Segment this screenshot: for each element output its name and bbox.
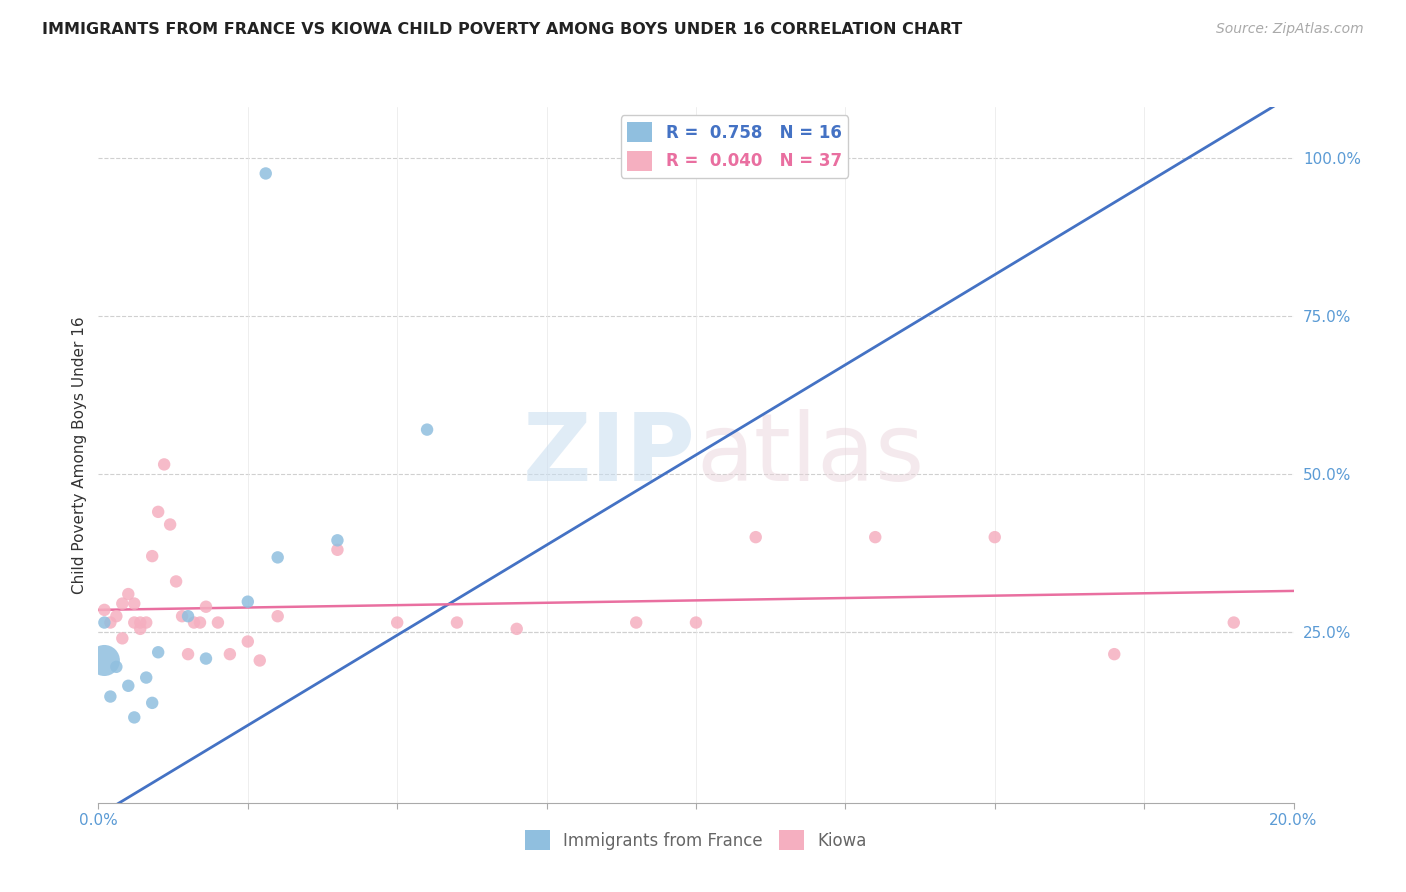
Point xyxy=(111,597,134,611)
Point xyxy=(148,645,170,659)
Point xyxy=(745,530,768,544)
Point xyxy=(385,615,409,630)
Point xyxy=(506,622,529,636)
Point xyxy=(416,423,439,437)
Point xyxy=(177,647,200,661)
Text: IMMIGRANTS FROM FRANCE VS KIOWA CHILD POVERTY AMONG BOYS UNDER 16 CORRELATION CH: IMMIGRANTS FROM FRANCE VS KIOWA CHILD PO… xyxy=(42,22,963,37)
Point xyxy=(148,505,170,519)
Point xyxy=(135,615,157,630)
Point xyxy=(249,653,271,667)
Point xyxy=(124,597,146,611)
Point xyxy=(105,609,128,624)
Point xyxy=(685,615,707,630)
Point xyxy=(117,679,139,693)
Point xyxy=(984,530,1007,544)
Point xyxy=(100,615,122,630)
Point xyxy=(129,622,152,636)
Text: Source: ZipAtlas.com: Source: ZipAtlas.com xyxy=(1216,22,1364,37)
Point xyxy=(111,632,134,646)
Point xyxy=(183,615,205,630)
Text: atlas: atlas xyxy=(696,409,924,501)
Point xyxy=(195,599,218,614)
Point xyxy=(219,647,242,661)
Point xyxy=(153,458,176,472)
Point xyxy=(236,595,259,609)
Point xyxy=(93,603,115,617)
Point xyxy=(159,517,181,532)
Point xyxy=(93,615,115,630)
Point xyxy=(135,671,157,685)
Point xyxy=(326,542,349,557)
Point xyxy=(207,615,229,630)
Point xyxy=(124,615,146,630)
Legend: Immigrants from France, Kiowa: Immigrants from France, Kiowa xyxy=(519,823,873,857)
Point xyxy=(1223,615,1246,630)
Y-axis label: Child Poverty Among Boys Under 16: Child Poverty Among Boys Under 16 xyxy=(72,316,87,594)
Point xyxy=(105,660,128,674)
Point xyxy=(172,609,194,624)
Point xyxy=(1104,647,1126,661)
Point xyxy=(124,710,146,724)
Text: ZIP: ZIP xyxy=(523,409,696,501)
Point xyxy=(195,651,218,665)
Point xyxy=(141,549,163,563)
Point xyxy=(165,574,187,589)
Point xyxy=(129,615,152,630)
Point xyxy=(254,166,277,180)
Point xyxy=(188,615,211,630)
Point xyxy=(865,530,887,544)
Point xyxy=(177,609,200,624)
Point xyxy=(100,690,122,704)
Point xyxy=(446,615,468,630)
Point xyxy=(93,653,115,667)
Point xyxy=(326,533,349,548)
Point xyxy=(236,634,259,648)
Point xyxy=(267,609,290,624)
Point xyxy=(267,550,290,565)
Point xyxy=(626,615,648,630)
Point xyxy=(141,696,163,710)
Point xyxy=(117,587,139,601)
